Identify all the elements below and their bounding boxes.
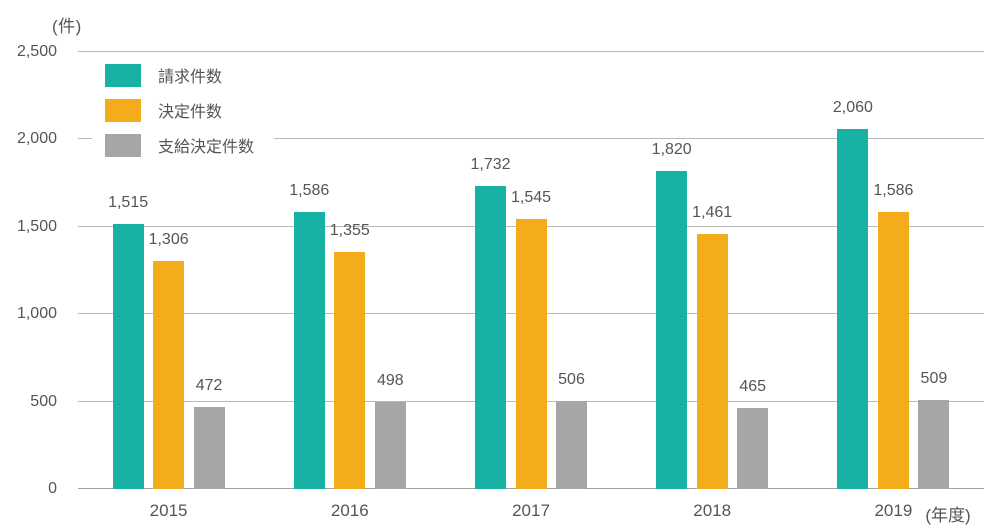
bar-series1-2017 [515, 218, 547, 489]
bar-series2-2015 [193, 406, 225, 489]
bar-value-label: 1,461 [692, 203, 733, 221]
bar-value-label: 465 [739, 377, 767, 395]
bar-value-label: 509 [920, 370, 948, 388]
bar-value-label: 1,515 [108, 194, 149, 212]
bar-series0-2017 [475, 186, 506, 489]
bar-series2-2019 [918, 400, 950, 489]
plot-area: 1,515 1,306 472 1,586 1,355 498 1,732 1,545 506 1… [78, 51, 984, 489]
bar-series2-2016 [374, 401, 406, 489]
legend-label: 請求件数 [158, 69, 223, 86]
bar-series0-2016 [293, 211, 325, 489]
gridline [78, 138, 984, 140]
legend-item: 決定件数 [105, 98, 254, 122]
bar-series2-2018 [737, 407, 769, 489]
legend-swatch-icon [105, 133, 141, 157]
x-axis: 2015 2016 2017 2018 2019 (年度) [78, 501, 984, 525]
legend-label: 支給決定件数 [158, 139, 255, 156]
bar-series1-2016 [334, 252, 366, 489]
bar-value-label: 2,060 [832, 98, 873, 116]
bar-series1-2015 [153, 260, 185, 489]
y-axis-tick-label: 1,500 [16, 217, 57, 235]
legend: 請求件数決定件数支給決定件数 [92, 55, 275, 167]
bar-value-label: 472 [195, 376, 223, 394]
y-axis-tick-label: 500 [30, 392, 57, 410]
bar-series0-2018 [656, 170, 688, 489]
legend-item: 請求件数 [105, 63, 254, 87]
bar-series1-2018 [696, 233, 728, 489]
bar-value-label: 1,355 [329, 222, 370, 240]
y-axis-tick-label: 1,000 [16, 305, 57, 323]
bar-value-label: 1,545 [510, 188, 552, 206]
y-axis-tick-label: 2,000 [16, 130, 57, 148]
x-axis-tick-label: 2019 [874, 501, 913, 520]
bar-value-label: 1,586 [873, 181, 914, 199]
x-axis-unit-label: (年度) [925, 506, 971, 525]
bar-value-label: 1,586 [289, 181, 330, 199]
bar-value-label: 1,820 [651, 140, 692, 158]
legend-swatch-icon [105, 63, 141, 87]
legend-label: 決定件数 [158, 104, 223, 121]
gridline [78, 51, 984, 52]
bar-series0-2019 [837, 128, 869, 489]
bar-series2-2017 [556, 400, 587, 489]
y-axis-tick-label: 0 [48, 480, 57, 497]
y-axis-unit-label: (件) [52, 17, 82, 36]
bar-value-label: 1,306 [148, 230, 189, 248]
bar-series0-2015 [112, 224, 144, 489]
x-axis-tick-label: 2018 [693, 501, 732, 520]
x-axis-tick-label: 2015 [149, 501, 188, 520]
legend-item: 支給決定件数 [105, 133, 254, 157]
bar-value-label: 1,732 [470, 156, 511, 174]
legend-swatch-icon [105, 98, 141, 122]
bar-value-label: 498 [376, 371, 404, 389]
x-axis-tick-label: 2017 [512, 501, 550, 520]
bar-value-label: 506 [558, 370, 585, 388]
y-axis-tick-label: 2,500 [16, 43, 57, 60]
bar-series1-2019 [877, 211, 909, 489]
x-axis-tick-label: 2016 [330, 501, 369, 520]
